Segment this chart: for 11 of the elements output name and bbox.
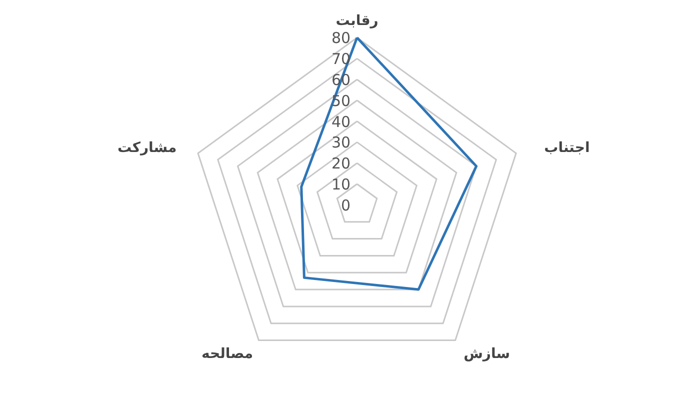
y-tick-label: 80 (331, 29, 351, 48)
spoke-label: رقابت (336, 12, 378, 29)
spoke-label: مشارکت (117, 140, 177, 156)
y-tick-label: 10 (331, 176, 351, 194)
y-tick-label: 40 (331, 112, 351, 131)
spoke-label: مصالحه (202, 346, 254, 362)
y-tick-label: 0 (340, 196, 351, 214)
y-tick-label: 20 (331, 154, 351, 173)
spoke-label: اجتناب (544, 140, 590, 156)
y-tick-label: 30 (331, 134, 351, 152)
spoke-label: سازش (464, 346, 510, 362)
